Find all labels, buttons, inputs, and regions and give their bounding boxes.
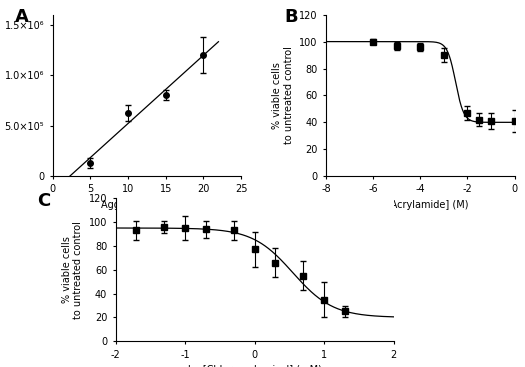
X-axis label: log[Acrylamide] (M): log[Acrylamide] (M) xyxy=(372,200,468,210)
X-axis label: log[Chloramphenicol] (mM): log[Chloramphenicol] (mM) xyxy=(188,365,321,367)
Text: B: B xyxy=(285,8,298,26)
Y-axis label: % viable cells
to untreated control: % viable cells to untreated control xyxy=(61,221,83,319)
Text: C: C xyxy=(38,192,51,210)
Y-axis label: % viable cells
to untreated control: % viable cells to untreated control xyxy=(272,47,293,144)
Text: A: A xyxy=(15,8,29,26)
X-axis label: Aggregate number: Aggregate number xyxy=(101,200,193,210)
